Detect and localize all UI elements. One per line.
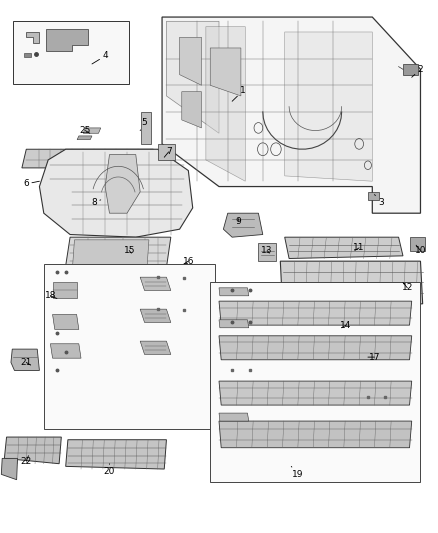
Polygon shape bbox=[210, 48, 241, 96]
Text: 11: 11 bbox=[353, 244, 365, 252]
Polygon shape bbox=[72, 240, 149, 272]
Polygon shape bbox=[66, 440, 166, 469]
Polygon shape bbox=[166, 21, 219, 133]
Polygon shape bbox=[53, 282, 77, 298]
Polygon shape bbox=[13, 21, 129, 84]
Text: 19: 19 bbox=[291, 466, 304, 479]
Text: 7: 7 bbox=[164, 148, 172, 157]
Polygon shape bbox=[50, 344, 81, 358]
Text: 4: 4 bbox=[92, 52, 108, 64]
Polygon shape bbox=[140, 341, 171, 354]
Polygon shape bbox=[1, 458, 18, 480]
Text: 18: 18 bbox=[45, 292, 57, 300]
Polygon shape bbox=[368, 192, 379, 200]
Polygon shape bbox=[24, 53, 31, 57]
Polygon shape bbox=[219, 336, 412, 360]
Text: 17: 17 bbox=[368, 353, 380, 361]
Text: 8: 8 bbox=[91, 198, 101, 207]
Polygon shape bbox=[410, 237, 425, 251]
Polygon shape bbox=[219, 421, 412, 448]
Polygon shape bbox=[162, 17, 420, 213]
Polygon shape bbox=[206, 27, 245, 181]
Polygon shape bbox=[105, 155, 140, 213]
Text: 9: 9 bbox=[236, 217, 242, 225]
Polygon shape bbox=[77, 136, 92, 140]
Polygon shape bbox=[403, 64, 418, 75]
Polygon shape bbox=[11, 349, 39, 370]
Polygon shape bbox=[141, 112, 151, 144]
Text: 6: 6 bbox=[23, 180, 39, 188]
Text: 20: 20 bbox=[104, 464, 115, 476]
Polygon shape bbox=[219, 381, 412, 405]
Polygon shape bbox=[26, 32, 39, 43]
Text: 10: 10 bbox=[415, 245, 426, 255]
Polygon shape bbox=[180, 37, 201, 85]
Text: 15: 15 bbox=[124, 246, 135, 255]
Polygon shape bbox=[285, 237, 403, 259]
Polygon shape bbox=[44, 264, 215, 429]
Polygon shape bbox=[285, 32, 372, 181]
Polygon shape bbox=[22, 149, 153, 168]
Polygon shape bbox=[219, 301, 412, 325]
Polygon shape bbox=[39, 149, 193, 237]
Polygon shape bbox=[280, 261, 423, 306]
Polygon shape bbox=[53, 314, 79, 329]
Polygon shape bbox=[223, 213, 263, 237]
Polygon shape bbox=[210, 282, 420, 482]
Text: 2: 2 bbox=[412, 65, 423, 77]
Text: 14: 14 bbox=[340, 321, 352, 329]
Polygon shape bbox=[219, 413, 249, 421]
Text: 21: 21 bbox=[21, 358, 32, 367]
Text: 12: 12 bbox=[402, 282, 413, 292]
Polygon shape bbox=[219, 288, 249, 296]
Polygon shape bbox=[258, 243, 276, 261]
Text: 13: 13 bbox=[261, 246, 273, 255]
Polygon shape bbox=[158, 144, 175, 160]
Text: 16: 16 bbox=[183, 257, 194, 265]
Polygon shape bbox=[64, 237, 171, 282]
Polygon shape bbox=[182, 92, 201, 128]
Polygon shape bbox=[4, 437, 61, 464]
Polygon shape bbox=[83, 128, 101, 133]
Text: 5: 5 bbox=[140, 118, 148, 131]
Polygon shape bbox=[140, 277, 171, 290]
Polygon shape bbox=[140, 309, 171, 322]
Text: 22: 22 bbox=[21, 456, 32, 465]
Text: 1: 1 bbox=[232, 86, 246, 101]
Text: 3: 3 bbox=[374, 195, 384, 207]
Polygon shape bbox=[219, 320, 249, 328]
Polygon shape bbox=[46, 29, 88, 51]
Text: 25: 25 bbox=[80, 126, 91, 135]
